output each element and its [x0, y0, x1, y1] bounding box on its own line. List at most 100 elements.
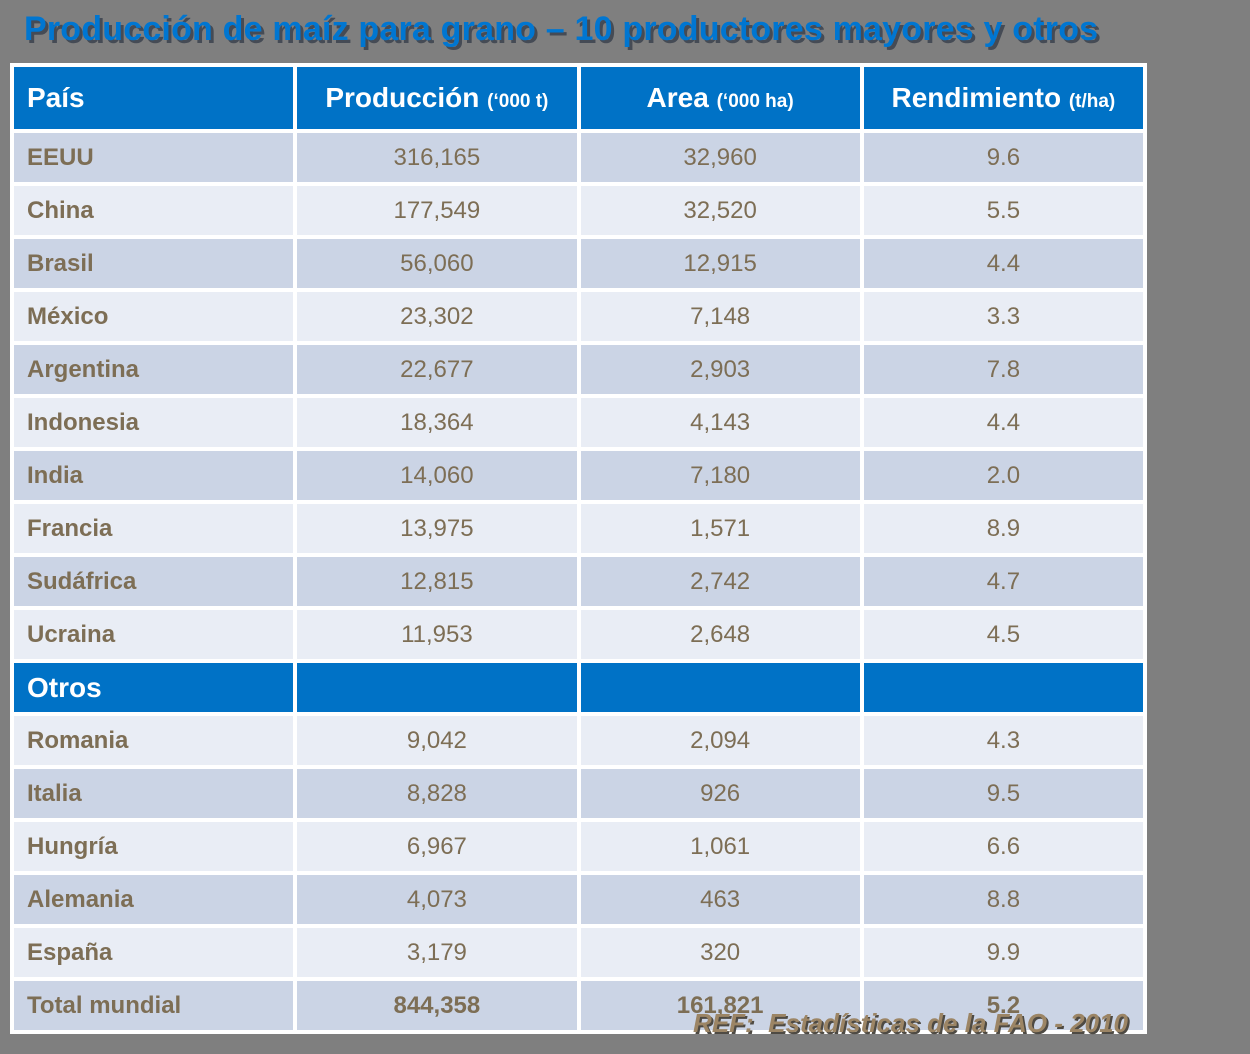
production-table-frame: País Producción (‘000 t) Area (‘000 ha) …: [10, 63, 1147, 1034]
table-row: Indonesia 18,364 4,143 4.4: [14, 398, 1143, 447]
rendimiento-cell: 5.2: [863, 981, 1143, 1030]
country-cell: Hungría: [14, 822, 294, 871]
produccion-cell: 844,358: [297, 981, 577, 1030]
production-table: País Producción (‘000 t) Area (‘000 ha) …: [10, 63, 1147, 1034]
area-cell: 12,915: [580, 239, 860, 288]
country-cell: China: [14, 186, 294, 235]
country-cell: Italia: [14, 769, 294, 818]
rendimiento-cell: 5.5: [863, 186, 1143, 235]
table-row: Hungría 6,967 1,061 6.6: [14, 822, 1143, 871]
produccion-cell: 8,828: [297, 769, 577, 818]
produccion-cell: 177,549: [297, 186, 577, 235]
produccion-cell: 3,179: [297, 928, 577, 977]
table-row: India 14,060 7,180 2.0: [14, 451, 1143, 500]
produccion-cell: 12,815: [297, 557, 577, 606]
rendimiento-cell: 4.5: [863, 610, 1143, 659]
source-reference: REF: Estadísticas de la FAO - 2010: [693, 1008, 1128, 1038]
page-title: Producción de maíz para grano – 10 produ…: [24, 10, 1099, 48]
table-row: EEUU 316,165 32,960 9.6: [14, 133, 1143, 182]
column-header-rendimiento: Rendimiento (t/ha): [863, 67, 1143, 129]
column-header-unit: (‘000 ha): [716, 91, 794, 112]
column-header-label: Producción: [325, 82, 480, 113]
country-cell: Francia: [14, 504, 294, 553]
country-cell: Brasil: [14, 239, 294, 288]
produccion-cell: 4,073: [297, 875, 577, 924]
section-label: Otros: [14, 663, 294, 712]
section-empty-cell: [863, 663, 1143, 712]
rendimiento-cell: 9.9: [863, 928, 1143, 977]
produccion-cell: 11,953: [297, 610, 577, 659]
country-cell: Alemania: [14, 875, 294, 924]
area-cell: 32,960: [580, 133, 860, 182]
area-cell: 2,094: [580, 716, 860, 765]
area-cell: 2,648: [580, 610, 860, 659]
column-header-area: Area (‘000 ha): [580, 67, 860, 129]
area-cell: 1,571: [580, 504, 860, 553]
rendimiento-cell: 8.9: [863, 504, 1143, 553]
table-row: Brasil 56,060 12,915 4.4: [14, 239, 1143, 288]
section-empty-cell: [580, 663, 860, 712]
country-cell: Argentina: [14, 345, 294, 394]
column-header-pais: País: [14, 67, 294, 129]
table-row: Alemania 4,073 463 8.8: [14, 875, 1143, 924]
table-row: Romania 9,042 2,094 4.3: [14, 716, 1143, 765]
country-cell: Total mundial: [14, 981, 294, 1030]
table-row: México 23,302 7,148 3.3: [14, 292, 1143, 341]
produccion-cell: 22,677: [297, 345, 577, 394]
area-cell: 1,061: [580, 822, 860, 871]
table-row: Argentina 22,677 2,903 7.8: [14, 345, 1143, 394]
area-cell: 7,148: [580, 292, 860, 341]
country-cell: Romania: [14, 716, 294, 765]
rendimiento-cell: 4.7: [863, 557, 1143, 606]
produccion-cell: 56,060: [297, 239, 577, 288]
produccion-cell: 6,967: [297, 822, 577, 871]
area-cell: 161,821: [580, 981, 860, 1030]
country-cell: Sudáfrica: [14, 557, 294, 606]
column-header-produccion: Producción (‘000 t): [297, 67, 577, 129]
produccion-cell: 9,042: [297, 716, 577, 765]
area-cell: 7,180: [580, 451, 860, 500]
produccion-cell: 18,364: [297, 398, 577, 447]
area-cell: 32,520: [580, 186, 860, 235]
table-row: España 3,179 320 9.9: [14, 928, 1143, 977]
column-header-label: País: [27, 82, 85, 113]
table-row: China 177,549 32,520 5.5: [14, 186, 1143, 235]
rendimiento-cell: 2.0: [863, 451, 1143, 500]
produccion-cell: 23,302: [297, 292, 577, 341]
country-cell: Indonesia: [14, 398, 294, 447]
country-cell: México: [14, 292, 294, 341]
table-row: Total mundial 844,358 161,821 5.2: [14, 981, 1143, 1030]
area-cell: 926: [580, 769, 860, 818]
area-cell: 2,903: [580, 345, 860, 394]
column-header-label: Area: [646, 82, 709, 113]
rendimiento-cell: 9.5: [863, 769, 1143, 818]
area-cell: 4,143: [580, 398, 860, 447]
table-row: Ucraina 11,953 2,648 4.5: [14, 610, 1143, 659]
rendimiento-cell: 4.3: [863, 716, 1143, 765]
country-cell: España: [14, 928, 294, 977]
table-row: Sudáfrica 12,815 2,742 4.7: [14, 557, 1143, 606]
area-cell: 463: [580, 875, 860, 924]
produccion-cell: 14,060: [297, 451, 577, 500]
rendimiento-cell: 4.4: [863, 239, 1143, 288]
table-header-row: País Producción (‘000 t) Area (‘000 ha) …: [14, 67, 1143, 129]
rendimiento-cell: 4.4: [863, 398, 1143, 447]
rendimiento-cell: 7.8: [863, 345, 1143, 394]
column-header-unit: (‘000 t): [487, 91, 549, 112]
produccion-cell: 13,975: [297, 504, 577, 553]
rendimiento-cell: 6.6: [863, 822, 1143, 871]
rendimiento-cell: 8.8: [863, 875, 1143, 924]
rendimiento-cell: 9.6: [863, 133, 1143, 182]
country-cell: EEUU: [14, 133, 294, 182]
column-header-unit: (t/ha): [1068, 91, 1116, 112]
section-empty-cell: [297, 663, 577, 712]
table-row: Italia 8,828 926 9.5: [14, 769, 1143, 818]
column-header-label: Rendimiento: [891, 82, 1062, 113]
produccion-cell: 316,165: [297, 133, 577, 182]
country-cell: Ucraina: [14, 610, 294, 659]
area-cell: 2,742: [580, 557, 860, 606]
table-row: Francia 13,975 1,571 8.9: [14, 504, 1143, 553]
area-cell: 320: [580, 928, 860, 977]
country-cell: India: [14, 451, 294, 500]
section-row-otros: Otros: [14, 663, 1143, 712]
